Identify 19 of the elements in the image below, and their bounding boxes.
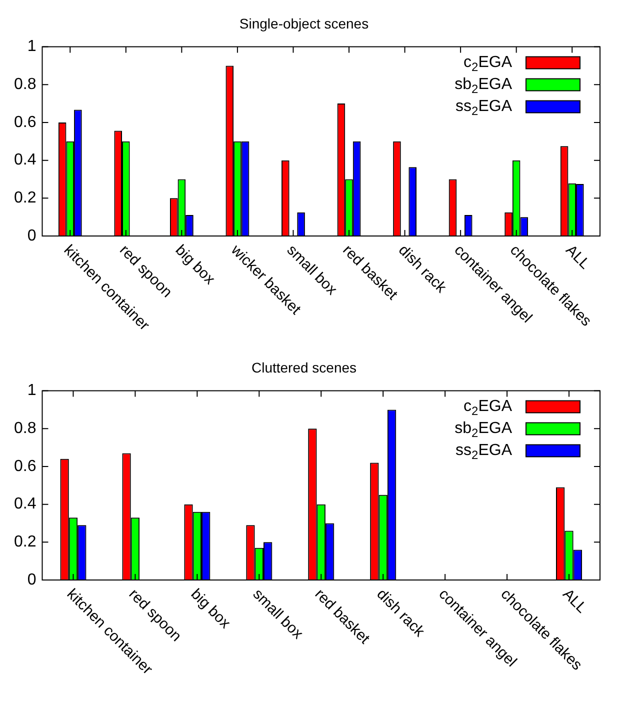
chart-title: Cluttered scenes <box>251 359 357 376</box>
y-tick-label: 0.4 <box>14 496 36 513</box>
y-tick-label: 0.4 <box>14 152 36 169</box>
x-tick-label: dish rack <box>373 586 428 641</box>
y-tick-label: 1 <box>27 382 36 400</box>
y-tick-label: 0.2 <box>14 534 36 551</box>
y-tick-label: 0.6 <box>14 114 36 131</box>
chart-title: Single-object scenes <box>239 15 369 32</box>
y-tick-label: 0.8 <box>14 420 36 438</box>
y-tick-label: 0.2 <box>14 190 36 207</box>
y-tick-label: 0 <box>27 571 36 588</box>
y-tick-label: 0.6 <box>14 458 36 475</box>
x-tick-label: ALL <box>559 586 590 617</box>
y-tick-label: 0 <box>27 227 36 244</box>
x-tick-label: big box <box>187 586 234 632</box>
y-tick-label: 0.8 <box>14 76 36 94</box>
x-tick-label: ALL <box>562 242 594 273</box>
x-tick-label: big box <box>172 242 218 288</box>
y-tick-label: 1 <box>27 38 36 56</box>
